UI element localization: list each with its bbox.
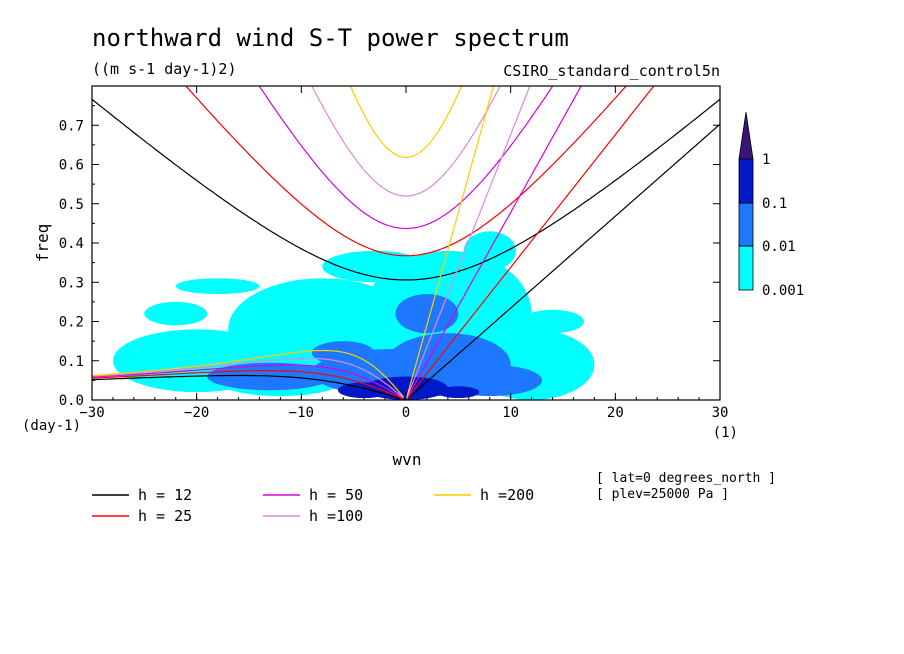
- x-unit-label: (1): [713, 425, 738, 441]
- colorbar-segment: [738, 245, 754, 291]
- dispersion-ig-h50: [258, 86, 554, 230]
- x-tick-label: 0: [402, 405, 410, 421]
- dispersion-kelvin-h50: [405, 86, 582, 400]
- dispersion-ig-h200: [349, 86, 463, 159]
- x-tick-label: −10: [289, 405, 314, 421]
- dispersion-rossby-h100: [92, 357, 404, 399]
- colorbar-label: 1: [762, 152, 770, 168]
- dispersion-ig-h25: [185, 86, 627, 257]
- legend-label: h =200: [480, 486, 534, 504]
- colorbar: 0.001 0.01 0.1 1: [738, 111, 804, 299]
- x-tick-label: 30: [712, 405, 729, 421]
- chart-title: northward wind S-T power spectrum: [92, 24, 569, 52]
- dispersion-kelvin-h200: [405, 86, 495, 400]
- power-region-0.1-1: [337, 382, 391, 399]
- dispersion-rossby-h12: [92, 374, 404, 400]
- note-lat: [ lat=0 degrees_north ]: [596, 471, 776, 486]
- legend-label: h = 50: [309, 486, 363, 504]
- colorbar-extend-arrow: [738, 111, 754, 160]
- y-tick-label: 0.2: [59, 315, 84, 331]
- x-axis-label: wvn: [393, 450, 422, 469]
- x-tick-label: −30: [79, 405, 104, 421]
- x-tick-label: −20: [184, 405, 209, 421]
- power-region-0.001-7: [175, 278, 260, 295]
- y-axis-label: freq: [33, 224, 52, 263]
- dispersion-rossby-h200: [92, 349, 404, 398]
- dispersion-kelvin-h100: [405, 86, 531, 400]
- colorbar-label: 0.01: [762, 239, 796, 255]
- chart-subtitle: ((m s-1 day-1)2): [92, 60, 237, 78]
- y-tick-label: 0.5: [59, 197, 84, 213]
- colorbar-label: 0.001: [762, 283, 804, 299]
- y-tick-label: 0.4: [59, 236, 84, 252]
- power-region-0.01-3: [395, 294, 459, 334]
- y-unit-label: (day-1): [22, 418, 81, 434]
- y-tick-label: 0.1: [59, 354, 84, 370]
- legend: h = 12 h = 25 h = 50 h =100 h =200: [92, 486, 534, 525]
- y-tick-label: 0.6: [59, 158, 84, 174]
- power-region-0.001-4: [144, 301, 208, 326]
- power-region-0.1-2: [437, 386, 480, 399]
- y-tick-label: 0.3: [59, 275, 84, 291]
- y-tick-label: 0.7: [59, 118, 84, 134]
- x-tick-label: 10: [502, 405, 519, 421]
- colorbar-segment: [738, 202, 754, 247]
- colorbar-segment: [738, 158, 754, 204]
- dispersion-rossby-h50: [92, 364, 404, 399]
- power-region-0.001-8: [521, 309, 584, 334]
- dispersion-ig-h100: [311, 86, 501, 197]
- dispersion-rossby-h25: [92, 370, 404, 400]
- y-tick-label: 0.0: [59, 393, 84, 409]
- power-region-0.001-5: [322, 250, 427, 283]
- legend-label: h = 12: [138, 486, 192, 504]
- source-label: CSIRO_standard_control5n: [503, 62, 720, 80]
- note-plev: [ plev=25000 Pa ]: [596, 487, 729, 502]
- legend-label: h =100: [309, 507, 363, 525]
- colorbar-label: 0.1: [762, 196, 787, 212]
- x-tick-label: 20: [607, 405, 624, 421]
- dispersion-kelvin-h12: [405, 123, 720, 400]
- plot-area: [92, 86, 720, 400]
- legend-label: h = 25: [138, 507, 192, 525]
- dispersion-kelvin-h25: [405, 86, 655, 400]
- dispersion-ig-h12: [92, 98, 720, 281]
